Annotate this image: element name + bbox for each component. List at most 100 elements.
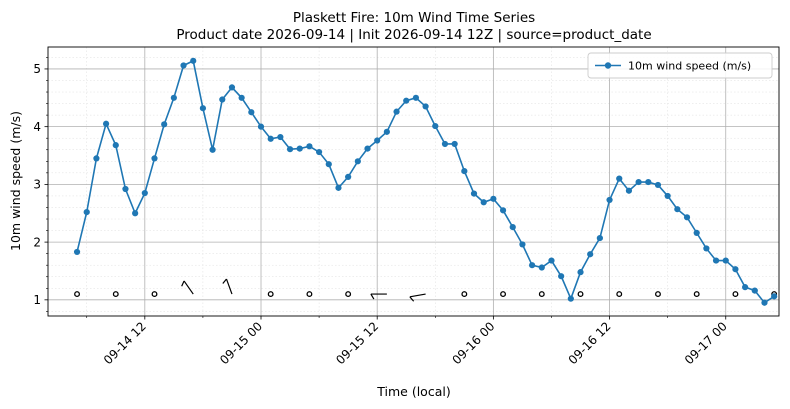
data-point — [451, 140, 458, 148]
series-line-wind-speed — [76, 59, 775, 304]
x-tick-label: 09-15 00 — [217, 319, 265, 367]
data-point — [664, 192, 671, 200]
wind-barb-calm — [732, 291, 739, 298]
y-axis-ticks: 1 2 3 4 5 — [33, 57, 48, 312]
data-point — [93, 155, 100, 162]
data-point — [461, 168, 468, 175]
wind-barb — [370, 293, 387, 300]
wind-barb-calm — [345, 291, 352, 298]
y-tick-label: 4 — [33, 120, 41, 134]
data-point — [296, 145, 303, 152]
data-point — [625, 187, 633, 194]
data-point — [190, 57, 197, 64]
data-point — [412, 94, 420, 101]
wind-barb-calm — [577, 291, 584, 298]
wind-barb-calm — [151, 291, 158, 298]
y-tick-label: 5 — [33, 62, 41, 76]
data-point — [771, 293, 778, 300]
major-grid — [48, 47, 779, 316]
wind-barb — [181, 280, 194, 295]
data-point — [335, 184, 342, 191]
data-point — [286, 146, 294, 153]
data-point — [654, 181, 662, 189]
data-point — [490, 195, 497, 202]
wind-barb-calm — [74, 291, 80, 298]
wind-barb-calm — [267, 291, 274, 298]
x-axis-ticks: 09-14 12 09-15 00 09-15 12 09-16 00 09-16 12… — [86, 316, 730, 367]
data-point — [509, 224, 516, 231]
data-point — [209, 146, 216, 153]
y-tick-label: 3 — [33, 178, 41, 192]
data-point — [693, 229, 700, 236]
data-point — [161, 121, 168, 128]
y-tick-label: 2 — [33, 235, 41, 249]
x-tick-label: 09-17 00 — [682, 319, 730, 367]
y-axis-label: 10m wind speed (m/s) — [8, 111, 23, 251]
data-point — [219, 96, 226, 103]
legend-marker-swatch — [604, 62, 612, 69]
data-point — [422, 103, 429, 110]
legend: 10m wind speed (m/s) — [587, 52, 773, 79]
data-point — [529, 262, 536, 269]
data-point — [742, 284, 749, 291]
data-point — [325, 161, 332, 168]
x-axis-label: Time (local) — [376, 384, 450, 399]
data-point — [345, 173, 352, 180]
data-point — [606, 196, 613, 204]
wind-barb-calm — [500, 291, 507, 298]
data-point — [703, 245, 710, 252]
minor-grid — [48, 47, 779, 316]
wind-barb-calm — [616, 291, 623, 298]
data-point — [83, 208, 90, 216]
wind-barb — [409, 293, 426, 302]
data-point — [354, 158, 361, 165]
data-point — [122, 185, 129, 193]
series-points — [73, 57, 778, 306]
data-point — [616, 175, 623, 182]
wind-barb-calm — [538, 291, 545, 298]
chart-title: Plaskett Fire: 10m Wind Time Series — [293, 10, 535, 26]
data-point — [558, 273, 565, 280]
wind-barbs — [74, 278, 778, 302]
data-point — [441, 140, 449, 148]
data-point — [596, 234, 603, 242]
data-point — [499, 207, 507, 214]
data-point — [712, 257, 720, 264]
x-tick-label: 09-14 12 — [101, 319, 149, 367]
data-point — [393, 108, 400, 115]
data-point — [257, 123, 265, 130]
data-point — [548, 257, 555, 264]
wind-barb — [222, 278, 233, 295]
data-point — [151, 155, 158, 162]
wind-barb-calm — [461, 291, 468, 298]
data-point — [73, 248, 81, 256]
data-point — [180, 62, 187, 69]
data-point — [674, 206, 681, 213]
data-point — [199, 105, 207, 112]
wind-barb-calm — [306, 291, 313, 298]
legend-box — [587, 52, 773, 79]
x-tick-label: 09-15 12 — [333, 319, 381, 367]
data-point — [470, 190, 478, 197]
x-tick-label: 09-16 12 — [566, 319, 614, 367]
y-tick-label: 1 — [33, 293, 41, 307]
plot-frame — [47, 46, 780, 317]
data-point — [248, 109, 255, 116]
data-point — [732, 266, 739, 273]
data-point — [761, 299, 768, 306]
data-point — [567, 295, 574, 302]
data-point — [277, 133, 284, 141]
data-point — [722, 257, 729, 264]
data-point — [141, 189, 148, 197]
data-point — [102, 120, 110, 127]
data-point — [316, 148, 323, 156]
data-point — [519, 241, 526, 248]
data-point — [751, 287, 758, 294]
data-point — [538, 264, 545, 271]
wind-barb-calm — [655, 291, 661, 298]
data-point — [364, 145, 371, 152]
data-point — [374, 137, 381, 144]
data-point — [132, 210, 139, 217]
x-tick-label: 09-16 00 — [449, 319, 497, 367]
